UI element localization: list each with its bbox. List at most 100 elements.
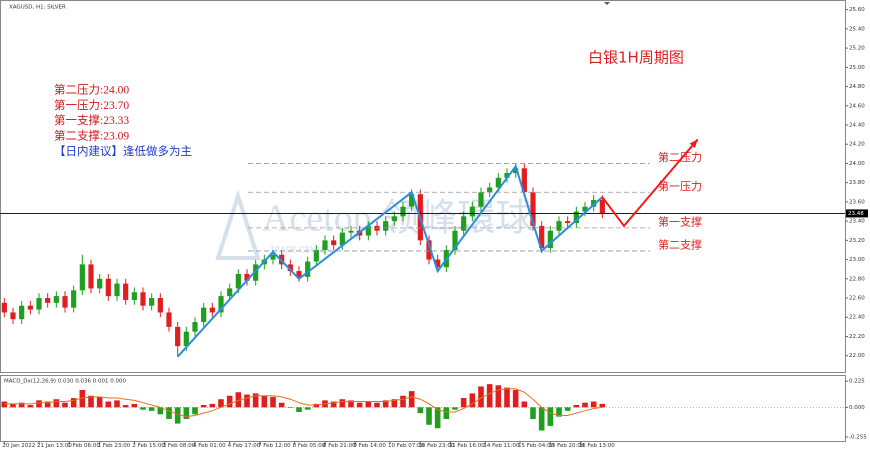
y-tick-label: 24.40 (849, 123, 865, 129)
candle-body (149, 298, 155, 306)
macd-bar (391, 399, 398, 408)
candle-body (1, 302, 7, 313)
symbol-title: XAGUSD, H1: SILVER (9, 5, 66, 11)
y-tick-label: 24.60 (849, 103, 865, 109)
candle-body (582, 206, 588, 212)
macd-bar (226, 395, 233, 408)
candle-body (305, 261, 311, 277)
macd-bar (62, 402, 68, 408)
macd-bar (495, 385, 502, 408)
macd-bar (174, 407, 181, 424)
macd-bar (235, 392, 242, 408)
candle-body (339, 232, 345, 246)
macd-bar (1, 401, 8, 408)
macd-bar (434, 407, 441, 429)
macd-bar (304, 407, 311, 410)
candle-body (426, 240, 432, 260)
y-tick-label: 25.00 (849, 65, 865, 71)
forecast-line (601, 138, 699, 228)
macd-bar (296, 407, 302, 412)
candle-body (469, 206, 475, 217)
candle-body (183, 331, 189, 347)
macd-bar (183, 407, 190, 419)
y-tick-label: 25.20 (849, 46, 865, 52)
candle-body (539, 225, 545, 249)
macd-bar (44, 401, 51, 408)
macd-bar (330, 401, 337, 408)
macd-bar (79, 389, 86, 408)
macd-bar (270, 396, 276, 408)
macd-bar (582, 402, 588, 408)
candle-body (383, 221, 389, 231)
candle-body (45, 298, 51, 303)
macd-bar (88, 395, 94, 408)
macd-bar (417, 407, 424, 414)
candle-body (123, 283, 129, 300)
candle-body (227, 288, 233, 297)
macd-bar (356, 402, 363, 408)
y-tick-label: 23.00 (849, 257, 865, 263)
macd-bar (590, 401, 597, 408)
macd-bar (148, 407, 155, 411)
candle-body (270, 254, 276, 260)
macd-bar (530, 407, 536, 419)
macd-bar (157, 407, 164, 415)
candle-body (573, 211, 579, 224)
macd-bar (547, 407, 554, 426)
macd-bar (486, 384, 493, 408)
candle-body (10, 312, 16, 320)
candle-body (513, 168, 519, 174)
candle-body (131, 292, 137, 300)
macd-bar (538, 407, 545, 431)
scroll-marker (604, 2, 610, 5)
y-tick-label: 23.20 (849, 238, 865, 244)
advice-line: 第一支撑:23.33 (54, 113, 129, 127)
macd-bar (512, 389, 519, 408)
candle-body (556, 221, 562, 231)
candle-body (461, 216, 467, 231)
candle-body (201, 307, 207, 323)
macd-bar (70, 398, 77, 408)
candle-body (435, 259, 441, 268)
level-label: 第一压力 (658, 179, 702, 193)
candle-body (253, 264, 259, 281)
macd-bar (53, 399, 60, 408)
x-tick-label: 10 Feb 23:00 (418, 443, 455, 449)
candle-body (53, 296, 59, 303)
macd-bar (287, 407, 294, 408)
x-tick-label: 15 Feb 20:00 (548, 443, 585, 449)
x-tick-label: 9 Feb 14:00 (353, 443, 386, 449)
macd-bar (166, 407, 172, 419)
candle-body (296, 271, 302, 277)
macd-bar (348, 400, 354, 408)
x-tick-label: 8 Feb 05:00 (293, 443, 326, 449)
candle-body (495, 177, 501, 188)
y-tick-label: -0.255 (849, 434, 867, 440)
y-tick-label: 22.00 (849, 353, 865, 359)
candle-body (19, 305, 25, 320)
candle-body (175, 326, 181, 347)
candle-body (478, 192, 484, 207)
x-tick-label: 2 Feb 15:00 (132, 443, 165, 449)
candle-body (71, 290, 77, 308)
y-tick-label: 24.20 (849, 142, 865, 148)
x-tick-label: 15 Feb 04:00 (518, 443, 555, 449)
macd-bar (443, 407, 450, 419)
x-tick-label: 1 Feb 23:00 (98, 443, 131, 449)
macd-title: MACD_Dx(12,26,9) 0.030 0.036 0.001 0.000 (4, 379, 126, 385)
macd-bar (27, 405, 34, 408)
candle-body (209, 307, 215, 313)
advice-line: 第二支撑:23.09 (54, 129, 129, 143)
heading: 白银1H周期图 (588, 49, 684, 67)
macd-bar (200, 405, 207, 408)
macd-bar (339, 399, 346, 408)
advice-line: 【日内建议】逢低做多为主 (54, 144, 192, 158)
macd-bar (252, 393, 259, 408)
macd-bar (131, 403, 138, 408)
x-tick-label: 11 Feb 16:00 (449, 443, 486, 449)
macd-bar (400, 395, 406, 408)
candle-body (79, 264, 85, 291)
candle-body (374, 225, 380, 231)
macd-bar (573, 405, 580, 408)
